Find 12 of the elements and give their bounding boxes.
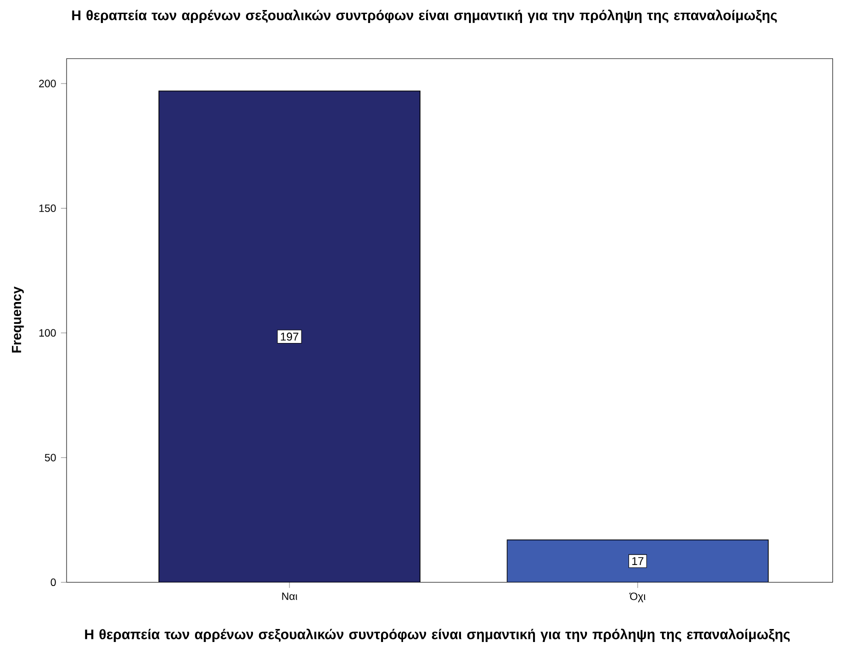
x-tick-label: Όχι (629, 592, 646, 602)
y-axis-title: Frequency (12, 286, 24, 353)
data-label: 197 (280, 332, 298, 341)
y-tick-label: 0 (50, 578, 56, 586)
x-axis-title: Η θεραπεία των αρρένων σεξουαλικών συντρόφων είναι σημαντική για την πρόληψη της επαναλοίμωξης (85, 628, 790, 642)
y-tick-label: 200 (39, 80, 56, 88)
x-tick-label: Ναι (282, 592, 298, 600)
y-tick-label: 100 (39, 329, 56, 337)
y-tick-label: 50 (44, 454, 56, 462)
y-tick-label: 150 (39, 204, 56, 212)
chart-title: Η θεραπεία των αρρένων σεξουαλικών συντρόφων είναι σημαντική για την πρόληψη της επαναλοίμωξης (72, 10, 777, 24)
data-label: 17 (632, 557, 644, 566)
